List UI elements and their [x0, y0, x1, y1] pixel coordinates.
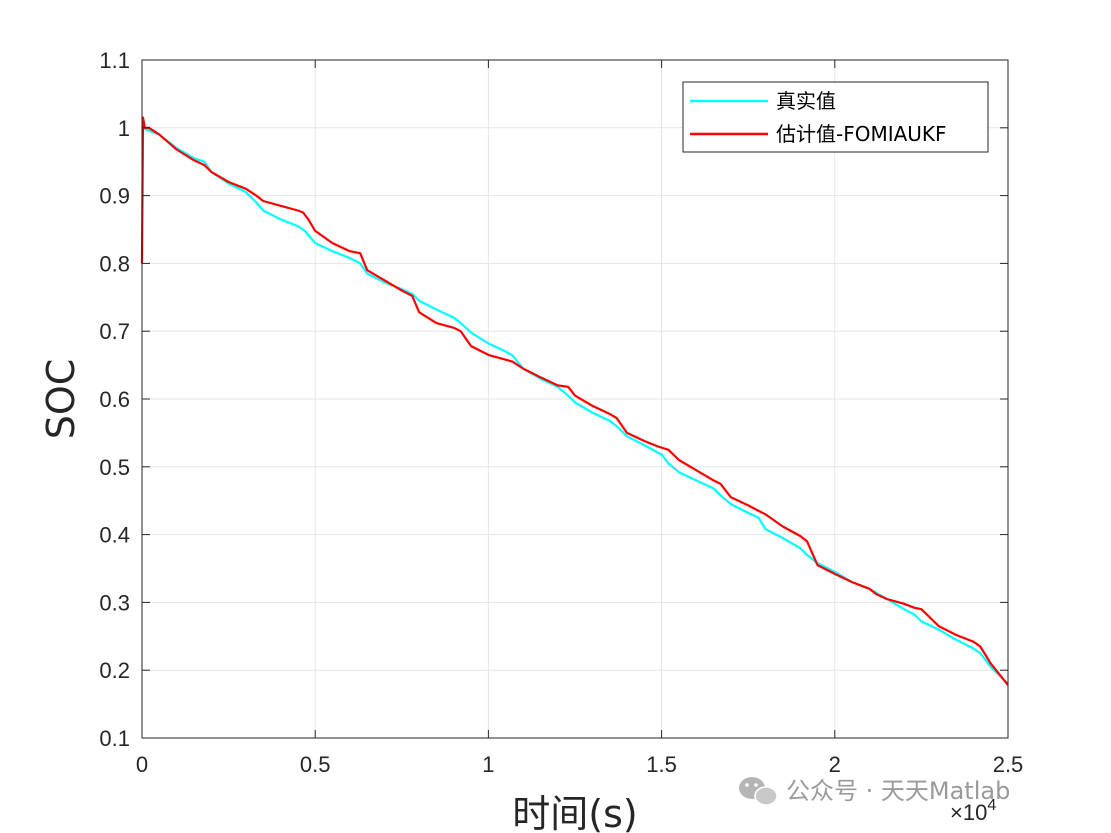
x-axis-label: 时间(s) — [512, 792, 637, 833]
legend-label-true-value: 真实值 — [776, 89, 836, 113]
series-layer — [140, 116, 1009, 686]
y-axis-label: SOC — [39, 359, 83, 440]
legend-box — [682, 81, 989, 153]
y-tick-label: 0.7 — [99, 319, 130, 344]
y-tick-label: 0.5 — [99, 455, 130, 480]
x-tick-label: 0.5 — [300, 752, 331, 777]
x-tick-label: 0 — [136, 752, 148, 777]
wechat-icon — [739, 777, 778, 806]
x-tick-label: 2 — [829, 752, 841, 777]
y-tick-label: 0.4 — [99, 523, 130, 548]
y-tick-label: 0.2 — [99, 658, 130, 683]
x-exponent-label: ×104 — [950, 797, 996, 825]
y-tick-label: 1.1 — [99, 48, 130, 73]
y-tick-label: 0.3 — [99, 590, 130, 615]
legend: 真实值 估计值-FOMIAUKF — [682, 81, 989, 153]
tick-marks — [141, 59, 1009, 739]
y-tick-label: 0.1 — [99, 726, 130, 751]
legend-label-estimate: 估计值-FOMIAUKF — [776, 122, 947, 146]
y-tick-label: 1 — [118, 116, 130, 141]
y-tick-label: 0.8 — [99, 251, 130, 276]
x-tick-label: 2.5 — [993, 752, 1024, 777]
y-tick-labels: 0.1 0.2 0.3 0.4 0.5 0.6 0.7 0.8 0.9 1 1.1 — [99, 48, 130, 751]
x-tick-labels: 0 0.5 1 1.5 2 2.5 — [136, 752, 1023, 777]
y-tick-label: 0.9 — [99, 184, 130, 209]
y-tick-label: 0.6 — [99, 387, 130, 412]
x-tick-label: 1 — [482, 752, 494, 777]
watermark-text: 公众号 · 天天Matlab — [786, 777, 1010, 805]
watermark: 公众号 · 天天Matlab — [739, 777, 1010, 806]
x-tick-label: 1.5 — [646, 752, 677, 777]
series-estimate-line — [140, 116, 1009, 686]
